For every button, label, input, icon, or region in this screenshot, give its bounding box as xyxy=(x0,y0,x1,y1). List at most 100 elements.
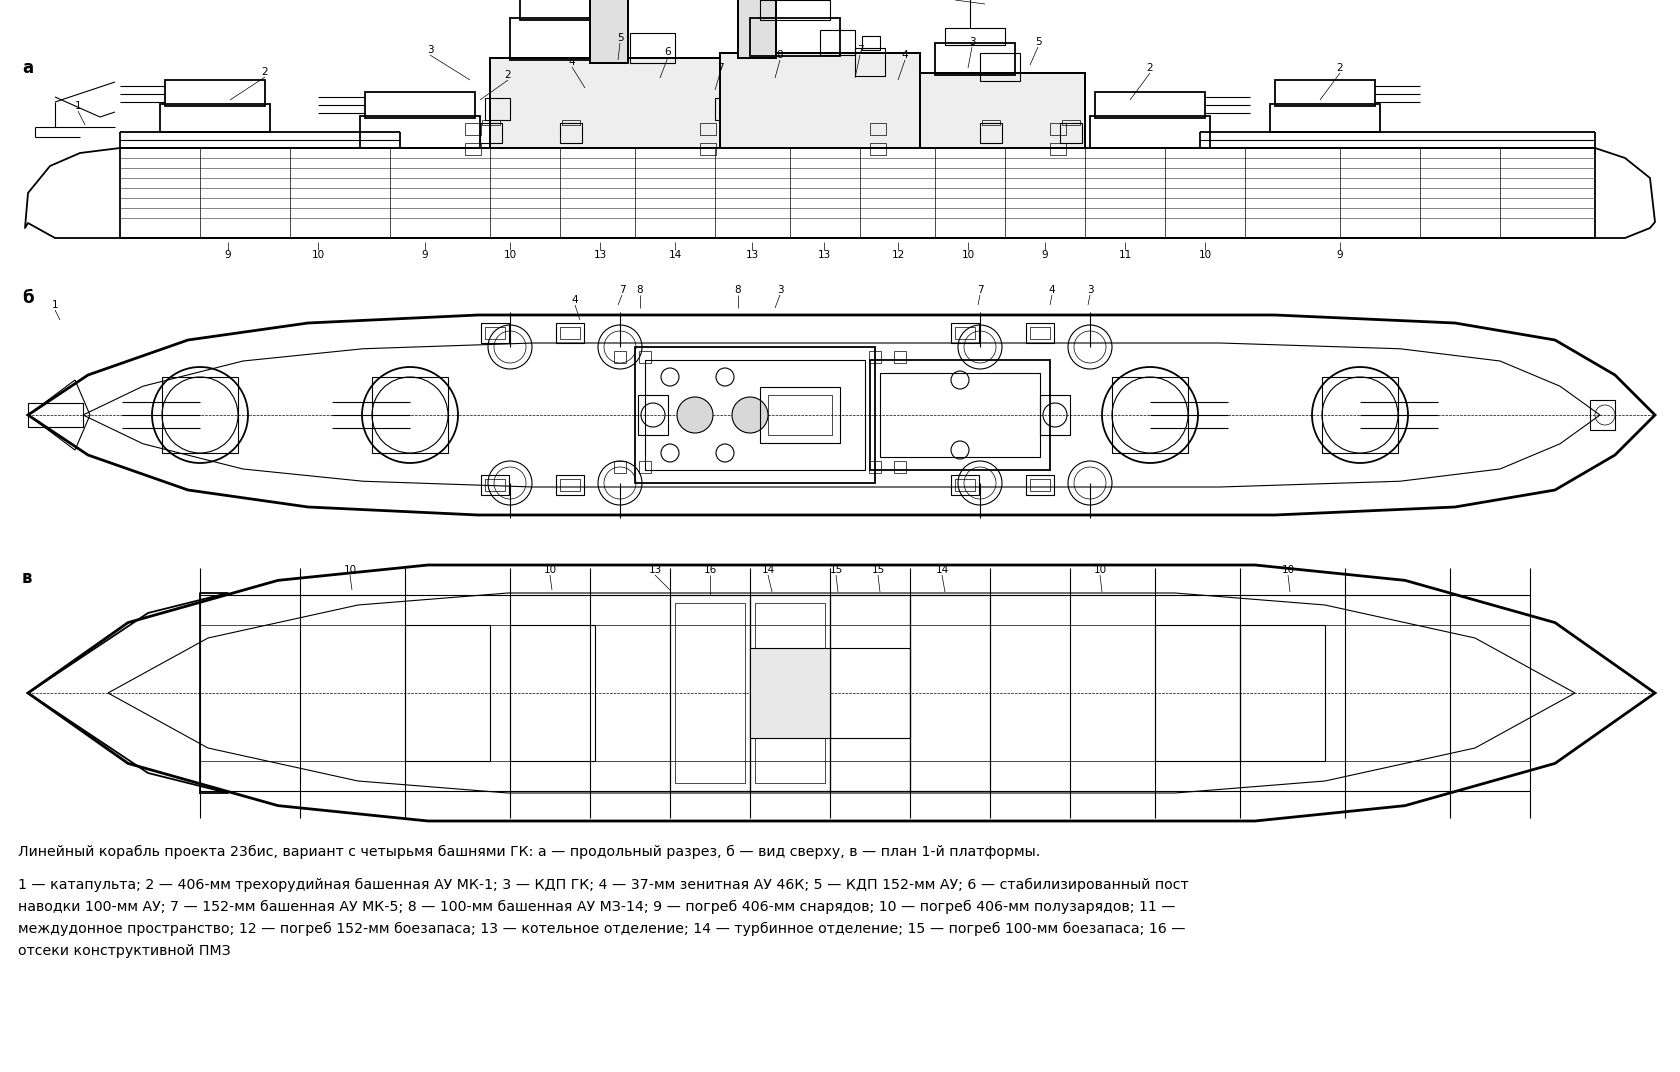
Text: 10: 10 xyxy=(543,565,556,575)
Bar xyxy=(820,30,855,55)
Bar xyxy=(1026,323,1053,343)
Bar xyxy=(613,461,627,473)
Text: 6: 6 xyxy=(665,47,672,57)
Bar xyxy=(954,479,974,491)
Text: 7: 7 xyxy=(717,63,724,73)
Text: 14: 14 xyxy=(936,565,949,575)
Bar xyxy=(405,625,491,761)
Text: 4: 4 xyxy=(902,50,909,60)
Text: 9: 9 xyxy=(422,250,428,260)
Text: 10: 10 xyxy=(311,250,324,260)
Text: 3: 3 xyxy=(969,38,976,47)
Bar xyxy=(1270,104,1379,132)
Bar xyxy=(1030,327,1050,339)
Bar xyxy=(371,377,449,453)
Bar xyxy=(491,58,721,148)
Bar xyxy=(1090,116,1210,148)
Bar xyxy=(630,33,675,63)
Bar xyxy=(465,143,480,155)
Text: 3: 3 xyxy=(776,285,783,295)
Text: 2: 2 xyxy=(504,70,511,80)
Text: 7: 7 xyxy=(618,285,625,295)
Text: 3: 3 xyxy=(1087,285,1094,295)
Bar xyxy=(160,104,270,132)
Text: 2: 2 xyxy=(262,66,269,77)
Bar xyxy=(894,351,906,363)
Text: 1: 1 xyxy=(52,300,59,310)
Text: 4: 4 xyxy=(570,57,575,66)
Text: 7: 7 xyxy=(857,45,864,55)
Bar xyxy=(556,323,585,343)
Bar xyxy=(1240,625,1326,761)
Bar xyxy=(486,98,511,120)
Bar xyxy=(511,625,595,761)
Text: 13: 13 xyxy=(593,250,606,260)
Bar xyxy=(870,123,885,135)
Text: 9: 9 xyxy=(1337,250,1344,260)
Text: отсеки конструктивной ПМЗ: отсеки конструктивной ПМЗ xyxy=(18,944,230,958)
Bar xyxy=(983,120,1000,125)
Bar xyxy=(365,92,475,118)
Text: 1 — катапульта; 2 — 406-мм трехорудийная башенная АУ МК-1; 3 — КДП ГК; 4 — 37-мм: 1 — катапульта; 2 — 406-мм трехорудийная… xyxy=(18,878,1189,892)
Text: 15: 15 xyxy=(872,565,885,575)
Bar xyxy=(638,461,652,473)
Bar xyxy=(954,327,974,339)
Bar xyxy=(559,327,580,339)
Text: 13: 13 xyxy=(818,250,830,260)
Bar xyxy=(1589,400,1614,430)
Text: 10: 10 xyxy=(1094,565,1107,575)
Bar xyxy=(1050,123,1067,135)
Text: 2: 2 xyxy=(1337,63,1344,73)
Bar xyxy=(701,143,716,155)
Bar xyxy=(855,48,885,76)
Text: 7: 7 xyxy=(976,285,983,295)
Bar xyxy=(590,0,628,63)
Text: наводки 100-мм АУ; 7 — 152-мм башенная АУ МК-5; 8 — 100-мм башенная АУ МЗ-14; 9 : наводки 100-мм АУ; 7 — 152-мм башенная А… xyxy=(18,900,1176,914)
Bar xyxy=(165,80,265,106)
Bar xyxy=(870,360,1050,470)
Bar xyxy=(869,351,880,363)
Bar xyxy=(944,28,1005,45)
Bar xyxy=(480,475,509,495)
Bar xyxy=(119,148,1594,238)
Text: 10: 10 xyxy=(1198,250,1211,260)
Text: 8: 8 xyxy=(637,285,643,295)
Text: 4: 4 xyxy=(571,295,578,306)
Bar xyxy=(749,595,830,791)
Bar xyxy=(894,461,906,473)
Bar xyxy=(869,461,880,473)
Bar xyxy=(1322,377,1398,453)
Bar xyxy=(1062,120,1080,125)
Bar xyxy=(1060,123,1082,143)
Text: 14: 14 xyxy=(761,565,774,575)
Bar xyxy=(465,123,480,135)
Text: а: а xyxy=(22,59,34,77)
Text: 10: 10 xyxy=(961,250,974,260)
Bar xyxy=(521,0,600,20)
Bar xyxy=(1275,80,1374,106)
Text: 10: 10 xyxy=(504,250,516,260)
Bar xyxy=(921,73,1085,148)
Bar xyxy=(979,123,1001,143)
Bar xyxy=(480,123,502,143)
Text: 13: 13 xyxy=(648,565,662,575)
Text: 9: 9 xyxy=(1042,250,1048,260)
Text: б: б xyxy=(22,289,34,307)
Text: 16: 16 xyxy=(704,565,717,575)
Bar xyxy=(979,53,1020,81)
Text: 14: 14 xyxy=(669,250,682,260)
Bar xyxy=(563,120,580,125)
Bar xyxy=(360,116,480,148)
Text: междудонное пространство; 12 — погреб 152-мм боезапаса; 13 — котельное отделение: междудонное пространство; 12 — погреб 15… xyxy=(18,922,1186,936)
Bar xyxy=(482,120,501,125)
Bar xyxy=(559,479,580,491)
Text: 13: 13 xyxy=(746,250,759,260)
Bar xyxy=(1040,394,1070,435)
Bar xyxy=(1112,377,1188,453)
Bar xyxy=(830,595,911,791)
Text: 12: 12 xyxy=(892,250,904,260)
Text: 2: 2 xyxy=(1147,63,1152,73)
Bar xyxy=(486,479,506,491)
Text: 3: 3 xyxy=(427,45,433,55)
Text: 5: 5 xyxy=(1035,38,1042,47)
